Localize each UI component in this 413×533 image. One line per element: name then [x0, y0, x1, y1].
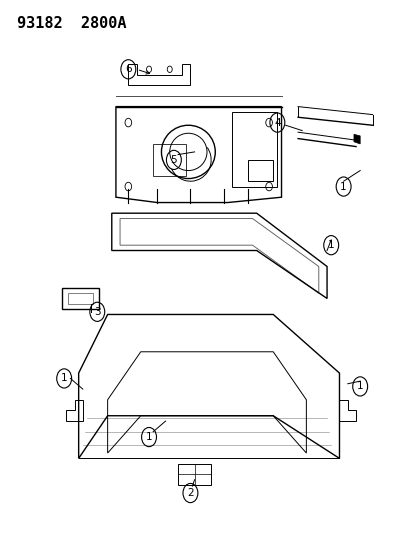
Text: 4: 4 [273, 118, 280, 127]
Text: 3: 3 [94, 307, 100, 317]
Text: 6: 6 [125, 64, 131, 74]
Text: 1: 1 [145, 432, 152, 442]
Text: 1: 1 [61, 374, 67, 383]
Text: 2: 2 [187, 488, 193, 498]
Text: 1: 1 [339, 182, 346, 191]
Text: 1: 1 [356, 382, 363, 391]
Polygon shape [353, 134, 359, 144]
Text: 93182  2800A: 93182 2800A [17, 16, 126, 31]
Text: 5: 5 [170, 155, 177, 165]
Text: 1: 1 [327, 240, 334, 250]
